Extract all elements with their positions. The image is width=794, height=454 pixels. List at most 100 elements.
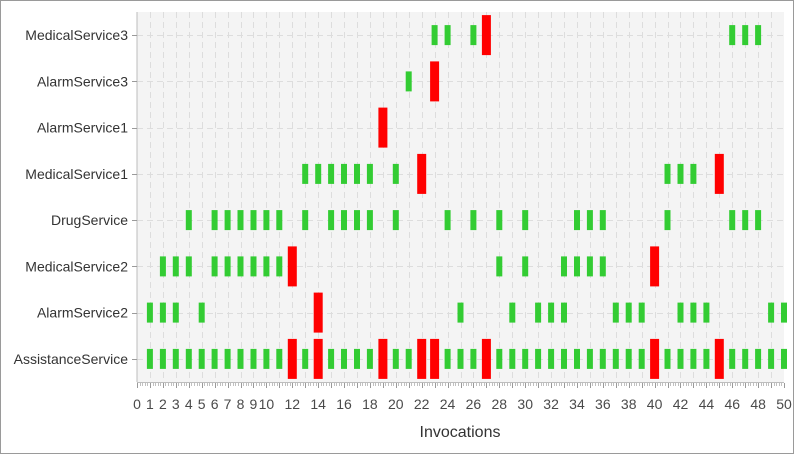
y-tick-label: MedicalService3	[25, 27, 128, 43]
y-tick-label: AlarmService1	[37, 120, 128, 136]
x-tick-label: 50	[776, 396, 792, 412]
success-mark	[185, 210, 192, 231]
success-mark	[146, 302, 153, 323]
success-mark	[263, 256, 270, 277]
success-mark	[211, 256, 218, 277]
success-mark	[586, 256, 593, 277]
x-tick-label: 24	[440, 396, 456, 412]
success-mark	[250, 210, 257, 231]
x-tick-label: 5	[198, 396, 206, 412]
data-marks	[146, 15, 787, 379]
success-mark	[302, 210, 309, 231]
success-mark	[328, 163, 335, 184]
success-mark	[509, 348, 516, 369]
success-mark	[444, 348, 451, 369]
x-tick-label: 28	[492, 396, 508, 412]
success-mark	[159, 256, 166, 277]
failure-mark	[313, 292, 323, 333]
x-tick-label: 44	[699, 396, 715, 412]
failure-mark	[430, 338, 440, 379]
x-tick-label: 16	[336, 396, 352, 412]
success-mark	[457, 302, 464, 323]
success-mark	[535, 302, 542, 323]
x-axis-ticks: 0 1 2 3 4 5 6 7 8 9 10 12 14 16 18 20 22 24 26 28 30 32 34 36 38…	[133, 383, 792, 412]
success-mark	[276, 256, 283, 277]
x-tick-label: 32	[543, 396, 559, 412]
x-tick-label: 42	[673, 396, 689, 412]
success-mark	[470, 348, 477, 369]
y-tick-label: AssistanceService	[14, 351, 129, 367]
success-mark	[496, 210, 503, 231]
x-tick-label: 3	[172, 396, 180, 412]
success-mark	[509, 302, 516, 323]
failure-mark	[417, 153, 427, 194]
success-mark	[250, 348, 257, 369]
success-mark	[366, 210, 373, 231]
failure-mark	[481, 15, 491, 56]
success-mark	[755, 25, 762, 46]
y-tick-label: AlarmService2	[37, 305, 128, 321]
success-mark	[302, 163, 309, 184]
success-mark	[574, 348, 580, 369]
success-mark	[496, 348, 503, 369]
y-axis-ticks: AssistanceService AlarmService2 MedicalSer…	[14, 27, 137, 367]
success-mark	[625, 302, 632, 323]
x-tick-label: 38	[621, 396, 637, 412]
success-mark	[159, 348, 166, 369]
x-tick-label: 14	[310, 396, 326, 412]
y-tick-label: DrugService	[51, 212, 128, 228]
failure-mark	[287, 246, 297, 287]
success-mark	[366, 348, 373, 369]
success-mark	[172, 348, 179, 369]
success-mark	[341, 210, 347, 231]
x-tick-label: 0	[133, 396, 141, 412]
x-tick-label: 1	[146, 396, 154, 412]
success-mark	[224, 256, 231, 277]
x-axis-title: Invocations	[420, 424, 501, 441]
x-tick-label: 34	[569, 396, 585, 412]
success-mark	[638, 302, 645, 323]
failure-mark	[714, 338, 724, 379]
failure-mark	[650, 338, 660, 379]
success-mark	[263, 348, 270, 369]
success-mark	[548, 302, 555, 323]
success-mark	[354, 348, 360, 369]
failure-mark	[430, 61, 440, 102]
y-tick-label: MedicalService2	[25, 258, 128, 274]
success-mark	[237, 348, 244, 369]
x-tick-label: 2	[159, 396, 167, 412]
x-tick-label: 22	[414, 396, 430, 412]
success-mark	[276, 348, 283, 369]
success-mark	[341, 163, 347, 184]
success-mark	[664, 210, 671, 231]
plot-area	[137, 12, 784, 382]
success-mark	[250, 256, 257, 277]
success-mark	[328, 210, 335, 231]
failure-mark	[313, 338, 323, 379]
success-mark	[729, 348, 736, 369]
success-mark	[198, 348, 205, 369]
success-mark	[315, 163, 322, 184]
success-mark	[172, 302, 179, 323]
failure-mark	[417, 338, 427, 379]
failure-mark	[378, 338, 388, 379]
success-mark	[354, 163, 360, 184]
success-mark	[392, 163, 399, 184]
success-mark	[703, 348, 710, 369]
success-mark	[431, 25, 438, 46]
success-mark	[574, 210, 580, 231]
success-mark	[574, 256, 580, 277]
success-mark	[638, 348, 645, 369]
success-mark	[328, 348, 335, 369]
success-mark	[405, 71, 412, 92]
success-mark	[561, 302, 567, 323]
success-mark	[263, 210, 270, 231]
success-mark	[444, 210, 451, 231]
x-tick-label: 46	[724, 396, 740, 412]
success-mark	[599, 210, 606, 231]
failure-mark	[650, 246, 660, 287]
x-tick-label: 10	[259, 396, 275, 412]
success-mark	[561, 256, 567, 277]
success-mark	[612, 348, 619, 369]
success-mark	[224, 210, 231, 231]
